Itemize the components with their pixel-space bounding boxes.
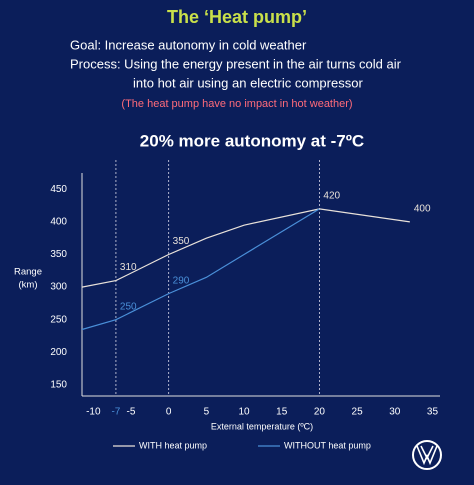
y-tick-label: 300 [50,282,67,293]
goal-text: Goal: Increase autonomy in cold weather [70,37,307,52]
series-line [81,208,320,331]
y-axis-label: Range [14,267,42,278]
data-label: 310 [120,262,137,273]
x-tick-label: -10 [86,407,101,418]
y-tick-label: 150 [50,380,67,391]
x-tick-label: 0 [166,407,172,418]
y-axis-label: (km) [19,280,38,291]
legend-label: WITH heat pump [139,440,207,450]
data-label: 290 [173,275,190,286]
data-label: 350 [173,236,190,247]
x-tick-label: 5 [204,407,210,418]
y-tick-label: 400 [50,217,67,228]
legend-label: WITHOUT heat pump [284,440,371,450]
x-tick-label: -5 [127,407,136,418]
x-tick-label: 20 [314,407,326,418]
series-line [81,208,410,288]
x-tick-label: 15 [276,407,288,418]
chart-title: 20% more autonomy at -7ºC [140,131,364,150]
data-label: 250 [120,301,137,312]
data-label: 420 [323,191,340,202]
y-tick-label: 200 [50,347,67,358]
slide-title: The ‘Heat pump’ [167,7,307,27]
process-text: into hot air using an electric compresso… [133,75,363,90]
x-tick-label: -7 [111,407,120,418]
y-tick-label: 450 [50,184,67,195]
data-label: 400 [414,204,431,215]
y-tick-label: 250 [50,314,67,325]
x-tick-label: 25 [352,407,364,418]
x-axis-label: External temperature (ºC) [211,421,313,431]
y-tick-label: 350 [50,249,67,260]
x-tick-label: 30 [389,407,401,418]
logo [412,440,442,470]
x-tick-label: 10 [238,407,250,418]
x-tick-label: 35 [427,407,439,418]
note: (The heat pump have no impact in hot wea… [121,98,352,110]
process-text: Process: Using the energy present in the… [70,56,402,71]
